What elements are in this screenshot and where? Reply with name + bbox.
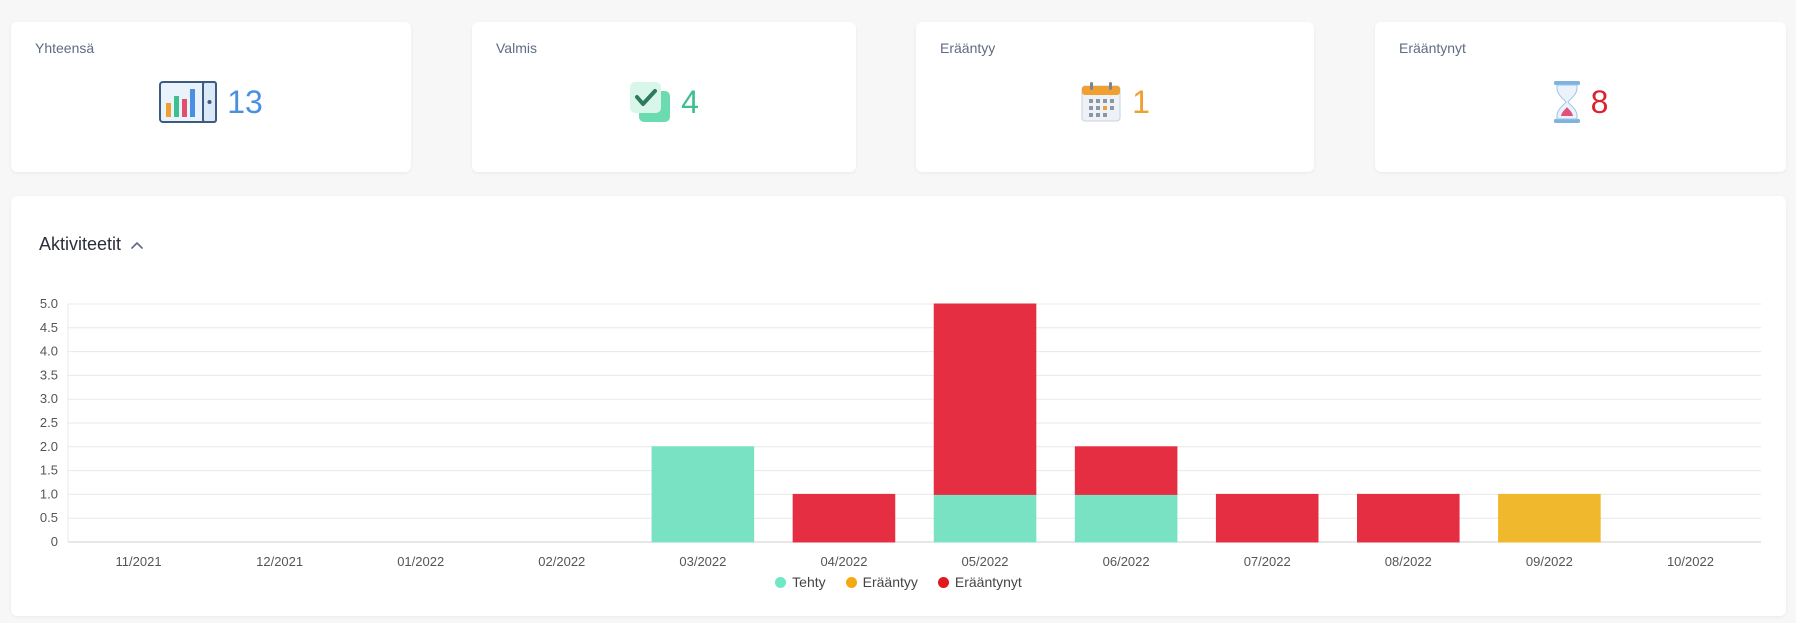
x-tick-label: 11/2021: [116, 554, 162, 569]
bar: [792, 493, 896, 543]
bar: [933, 303, 1037, 495]
legend-label: Tehty: [792, 574, 826, 590]
bar: [933, 493, 1037, 543]
y-tick-label: 3.5: [40, 367, 58, 382]
stat-value-done: 4: [681, 84, 699, 120]
stat-title-overdue: Erääntynyt: [1399, 40, 1466, 56]
activities-card: 0 0.5 1.0 1.5 2.0 2.5 3.0 3.5 4.0 4.5 5.0 11/2021 12…: [11, 196, 1786, 616]
legend-dot-icon: [775, 576, 787, 588]
activities-chart: 0 0.5 1.0 1.5 2.0 2.5 3.0 3.5 4.0 4.5 5.0 11/2021 12…: [40, 296, 1761, 569]
bar: [1074, 493, 1178, 543]
y-tick-label: 4.5: [40, 320, 58, 335]
hourglass-icon: [1553, 80, 1581, 124]
x-tick-label: 09/2022: [1526, 554, 1573, 569]
x-tick-label: 02/2022: [538, 554, 585, 569]
y-tick-label: 3.0: [40, 391, 58, 406]
bar: [651, 446, 755, 543]
activities-header[interactable]: Aktiviteetit: [39, 234, 143, 255]
stat-card-overdue: Erääntynyt 8: [1375, 22, 1786, 172]
x-tick-label: 03/2022: [679, 554, 726, 569]
stat-card-done: Valmis 4: [472, 22, 856, 172]
x-tick-label: 04/2022: [820, 554, 867, 569]
stat-value-due: 1: [1132, 84, 1150, 120]
activities-title: Aktiviteetit: [39, 234, 122, 254]
checkbox-icon: [629, 81, 671, 123]
x-tick-label: 12/2021: [256, 554, 303, 569]
y-tick-label: 2.0: [40, 439, 58, 454]
stat-title-done: Valmis: [496, 40, 537, 56]
x-tick-label: 05/2022: [962, 554, 1009, 569]
bar: [1074, 446, 1178, 495]
y-tick-label: 2.5: [40, 415, 58, 430]
y-tick-label: 5.0: [40, 296, 58, 311]
stat-value-overdue: 8: [1590, 84, 1609, 120]
y-tick-label: 4.0: [40, 344, 58, 359]
y-tick-label: 1.0: [40, 486, 58, 501]
bar-chart-icon: [159, 81, 218, 123]
legend-label: Erääntynyt: [954, 574, 1022, 590]
x-tick-label: 01/2022: [397, 554, 444, 569]
bar: [1357, 493, 1460, 543]
legend-item[interactable]: Erääntyy: [845, 574, 918, 590]
legend-dot-icon: [937, 576, 949, 588]
x-tick-label: 08/2022: [1385, 554, 1432, 569]
x-tick-label: 07/2022: [1244, 554, 1291, 569]
stat-card-due: Erääntyy 1: [916, 22, 1314, 172]
y-tick-label: 1.5: [40, 463, 58, 478]
stat-card-total: Yhteensä 13: [11, 22, 411, 172]
legend-item[interactable]: Tehty: [775, 574, 826, 590]
y-tick-label: 0: [51, 534, 58, 549]
y-tick-label: 0.5: [40, 510, 58, 525]
legend-item[interactable]: Erääntynyt: [937, 574, 1022, 590]
legend-dot-icon: [845, 576, 857, 588]
x-tick-label: 10/2022: [1667, 554, 1714, 569]
legend-label: Erääntyy: [862, 574, 918, 590]
bar: [1498, 493, 1601, 543]
chevron-up-icon[interactable]: [131, 241, 143, 249]
chart-legend: Tehty Erääntyy Erääntynyt: [11, 574, 1786, 590]
calendar-icon: [1080, 81, 1122, 123]
bar: [1215, 493, 1319, 543]
x-tick-label: 06/2022: [1103, 554, 1150, 569]
stat-value-total: 13: [227, 84, 263, 120]
stat-title-due: Erääntyy: [940, 40, 996, 56]
stat-title-total: Yhteensä: [35, 40, 95, 56]
